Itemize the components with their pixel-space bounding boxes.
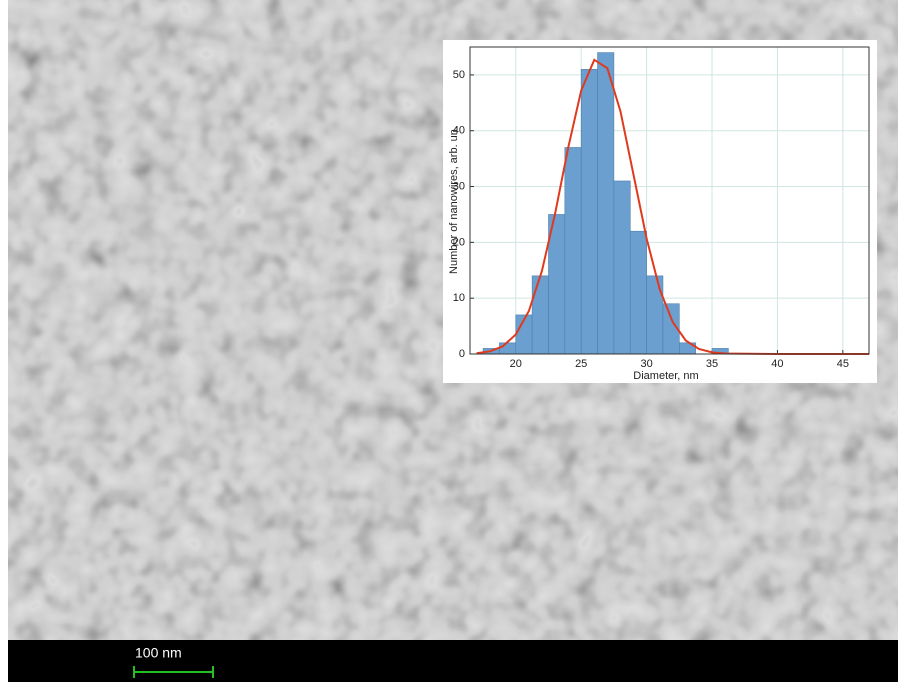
scale-bar-label: 100 nm — [135, 645, 182, 661]
bar — [499, 342, 517, 355]
bar — [629, 230, 647, 355]
x-tick-label: 40 — [771, 358, 783, 370]
x-tick-label: 35 — [706, 358, 718, 370]
bar — [597, 52, 615, 355]
bar — [531, 275, 549, 355]
bar — [564, 147, 582, 355]
plot-frame — [469, 46, 870, 355]
info-bar — [8, 640, 898, 682]
fit-curve — [476, 58, 869, 355]
x-tick-label: 20 — [510, 358, 522, 370]
bar — [646, 275, 664, 355]
x-axis-label: Diameter, nm — [633, 370, 698, 382]
y-axis-label: Number of nanowires, arb. un. — [448, 126, 460, 274]
x-tick-label: 30 — [640, 358, 652, 370]
y-tick-label: 10 — [453, 292, 465, 304]
y-tick-label: 50 — [453, 69, 465, 81]
inset-chart: 20 25 30 35 40 45 0 10 20 30 40 50 — [453, 46, 870, 370]
x-tick-label: 25 — [575, 358, 587, 370]
y-tick-label: 30 — [453, 180, 465, 192]
y-tick-label: 20 — [453, 236, 465, 248]
bar — [613, 180, 631, 355]
x-tick-label: 45 — [837, 358, 849, 370]
bar — [580, 69, 598, 355]
scale-bar — [133, 666, 214, 678]
y-tick-label: 0 — [459, 348, 465, 360]
y-tick-label: 40 — [453, 125, 465, 137]
